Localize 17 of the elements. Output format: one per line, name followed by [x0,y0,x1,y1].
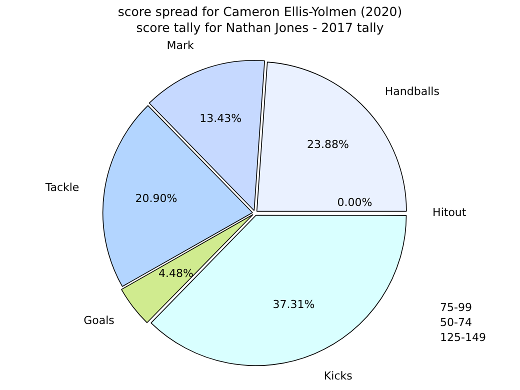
data-label: 20.90% [135,192,178,205]
category-label: Hitout [432,206,466,219]
text: 0.00% [337,196,372,209]
chart-title: score tally for Nathan Jones - 2017 tally [135,20,385,35]
data-label: 37.31% [272,298,315,311]
data-label: 13.43% [200,112,242,126]
text: 125-149 [440,330,486,345]
text: 75-99 [440,300,473,315]
slice-label: Tackle [44,180,80,194]
chart-subtitle: score spread for Cameron Ellis-Yolmen (2020) [116,4,404,19]
slice-label: Goals [84,314,115,328]
data-label: 23.88% [307,138,349,151]
slice-label: Mark [166,39,194,52]
slice-label: Kicks [324,369,353,382]
text: 50-74 [440,315,473,330]
data-label: 4.48% [158,266,194,280]
slice-label: Handballs [384,84,440,98]
